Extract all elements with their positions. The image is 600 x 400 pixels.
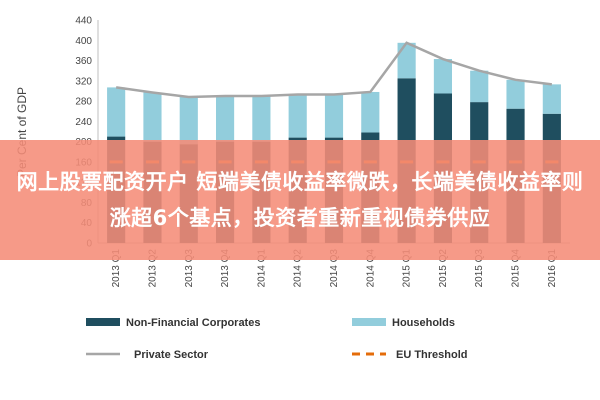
- x-tick-label: 2015 Q2: [438, 249, 449, 288]
- x-tick-label: 2014 Q3: [329, 249, 340, 288]
- x-tick-label: 2016 Q1: [547, 249, 558, 288]
- x-tick-label: 2013 Q2: [147, 249, 158, 288]
- bar-households: [252, 96, 271, 142]
- bar-households: [506, 79, 525, 109]
- legend-label-non-financial: Non-Financial Corporates: [126, 317, 260, 329]
- bar-households: [216, 96, 235, 142]
- legend-label-private-sector: Private Sector: [134, 349, 209, 361]
- x-tick-label: 2013 Q3: [184, 249, 195, 288]
- y-tick-label: 240: [75, 117, 92, 128]
- bar-households: [397, 42, 416, 79]
- x-tick-label: 2015 Q3: [474, 249, 485, 288]
- x-tick-label: 2015 Q4: [511, 249, 522, 288]
- bar-households: [542, 84, 561, 114]
- x-tick-label: 2013 Q4: [220, 249, 231, 288]
- x-tick-label: 2014 Q1: [256, 249, 267, 288]
- y-tick-label: 440: [75, 16, 92, 27]
- bar-households: [324, 94, 344, 138]
- bar-households: [107, 87, 126, 137]
- bar-households: [361, 91, 380, 133]
- x-axis-ticks: 2013 Q1 2013 Q2 2013 Q3 2013 Q4 2014 Q1 2014 …: [111, 249, 558, 288]
- line-private-sector: [115, 41, 553, 99]
- bar-households: [179, 97, 198, 145]
- bar-households: [433, 59, 452, 94]
- legend-label-eu-threshold: EU Threshold: [396, 349, 468, 361]
- legend-label-households: Households: [392, 317, 455, 329]
- legend: Non-Financial Corporates Households Priv…: [86, 317, 468, 361]
- y-tick-label: 400: [75, 36, 92, 47]
- y-tick-label: 280: [75, 97, 92, 108]
- y-tick-label: 320: [75, 76, 92, 87]
- legend-swatch-households: [352, 318, 386, 326]
- bar-households: [143, 92, 162, 142]
- x-tick-label: 2013 Q1: [111, 249, 122, 288]
- y-tick-label: 360: [75, 56, 92, 67]
- x-tick-label: 2014 Q2: [293, 249, 304, 288]
- x-tick-label: 2014 Q4: [365, 249, 376, 288]
- overlay-banner: 网上股票配资开户 短端美债收益率微跌，长端美债收益率则涨超6个基点，投资者重新重…: [0, 140, 600, 260]
- x-tick-label: 2015 Q1: [402, 249, 413, 288]
- bar-households: [470, 70, 489, 103]
- legend-swatch-non-financial: [86, 318, 120, 326]
- bar-households: [288, 94, 307, 138]
- overlay-headline[interactable]: 网上股票配资开户 短端美债收益率微跌，长端美债收益率则涨超6个基点，投资者重新重…: [16, 170, 584, 230]
